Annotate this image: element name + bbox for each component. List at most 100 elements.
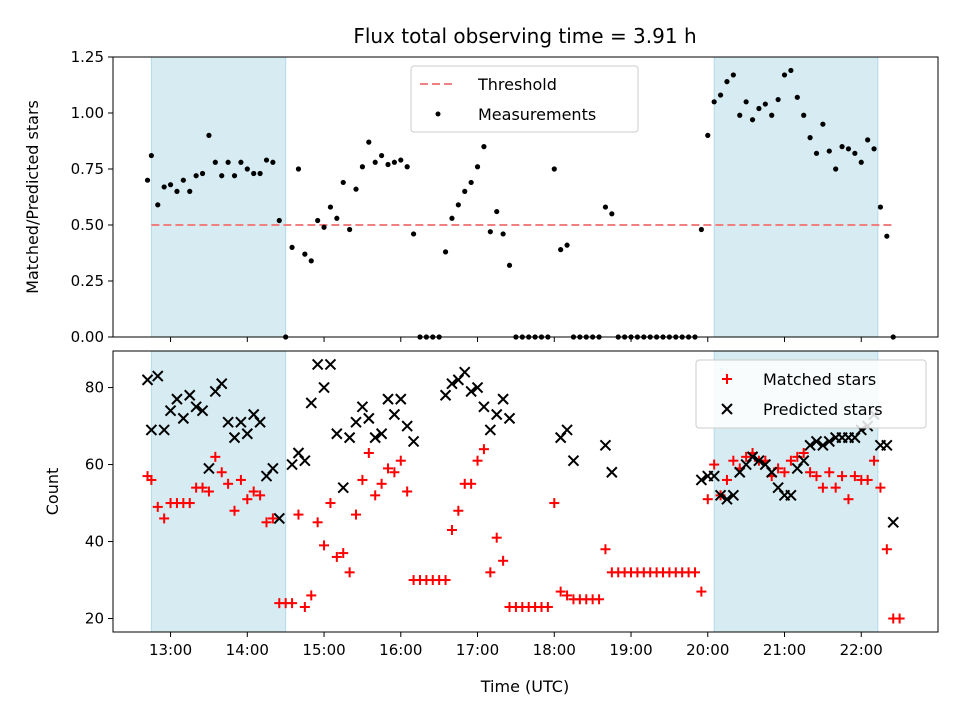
matched-star-point: [472, 455, 483, 466]
predicted-star-point: [267, 462, 279, 475]
measurement-point: [193, 173, 199, 179]
measurement-point: [506, 262, 513, 268]
measurement-point: [321, 224, 327, 230]
predicted-star-point: [141, 374, 154, 386]
measurement-point: [251, 170, 257, 177]
predicted-star-point: [203, 462, 215, 475]
matched-star-point: [338, 548, 349, 559]
matched-star-point: [402, 486, 413, 497]
bottom-legend: Matched stars Predicted stars: [695, 359, 927, 429]
y-tick-label: 20: [85, 610, 104, 628]
measurement-point: [161, 184, 167, 190]
top-panel: 0.00 0.25 0.50 0.75 1.00 1.25 Matched/Predict…: [23, 48, 939, 346]
bottom-y-axis-label: Count: [43, 468, 62, 516]
matched-star-point: [344, 567, 355, 578]
x-tick-label: 19:00: [609, 641, 652, 659]
measurement-point: [749, 117, 756, 123]
matched-star-point: [689, 567, 700, 578]
matched-star-point: [549, 498, 560, 509]
matched-star-point: [389, 467, 400, 478]
predicted-star-point: [753, 454, 765, 467]
matched-star-point: [287, 598, 298, 609]
measurement-point: [609, 211, 615, 217]
matched-star-point: [383, 463, 393, 474]
measurement-point: [871, 146, 877, 152]
measurement-point: [788, 67, 794, 74]
matched-star-point: [223, 478, 234, 489]
measurement-point: [826, 148, 832, 154]
top-y-ticks: 0.00 0.25 0.50 0.75 1.00 1.25: [71, 48, 113, 346]
matched-star-point: [146, 474, 157, 485]
legend-matched-swatch: [722, 374, 732, 384]
matched-star-point: [306, 590, 317, 601]
measurement-point: [212, 159, 218, 165]
matched-star-point: [824, 467, 835, 478]
legend-predicted-marker: [721, 403, 733, 415]
measurement-point: [711, 99, 717, 105]
y-tick-label: 0.50: [71, 216, 104, 234]
predicted-star-point: [887, 516, 899, 529]
measurement-point: [468, 179, 474, 186]
measurement-point: [379, 152, 385, 159]
measurement-point: [762, 101, 768, 107]
top-y-axis-label: Matched/Predicted stars: [23, 100, 42, 294]
matched-star-point: [811, 471, 822, 482]
matched-star-point: [216, 467, 227, 478]
matched-star-point: [696, 586, 707, 597]
measurement-point: [781, 72, 788, 78]
measurement-point: [698, 226, 704, 233]
measurement-point: [410, 231, 417, 237]
measurement-point: [327, 204, 334, 210]
matched-star-point: [319, 540, 330, 551]
matched-star-point: [779, 467, 790, 478]
matched-star-point: [261, 517, 272, 528]
measurement-point: [148, 152, 154, 159]
legend-measurements-swatch: [435, 111, 441, 117]
predicted-star-point: [797, 454, 810, 467]
measurement-point: [820, 121, 826, 127]
predicted-star-point: [145, 424, 158, 436]
predicted-star-point: [369, 431, 381, 444]
matched-star-point: [830, 482, 841, 493]
predicted-star-point: [222, 416, 234, 428]
measurement-point: [481, 144, 487, 150]
chart-title: Flux total observing time = 3.91 h: [353, 24, 696, 48]
measurement-point: [334, 215, 340, 221]
y-tick-label: 80: [85, 379, 104, 397]
predicted-star-point: [305, 397, 317, 409]
measurement-point: [359, 164, 366, 170]
y-tick-label: 0.25: [71, 272, 104, 290]
measurement-point: [775, 96, 781, 103]
measurement-point: [244, 166, 250, 172]
predicted-star-point: [721, 493, 733, 505]
shaded-interval: [713, 56, 879, 338]
measurement-point: [801, 112, 807, 118]
measurement-point: [289, 244, 295, 250]
top-legend-box: [410, 65, 639, 133]
matched-star-point: [741, 451, 752, 462]
measurement-point: [455, 202, 461, 208]
predicted-star-point: [395, 393, 407, 405]
predicted-star-point: [299, 454, 311, 467]
matched-star-point: [331, 551, 342, 562]
matched-star-point: [862, 474, 873, 485]
matched-star-point: [881, 544, 892, 555]
matched-star-point: [197, 482, 208, 493]
matched-star-point: [594, 594, 605, 605]
bottom-x-ticks: 13:00 14:00 15:00 16:00 17:00 18:00 19:00 20:00…: [149, 632, 883, 659]
measurement-point: [852, 150, 858, 156]
matched-star-point: [478, 444, 489, 455]
matched-star-point: [843, 494, 854, 505]
x-tick-label: 18:00: [533, 641, 576, 659]
measurement-point: [865, 137, 871, 143]
predicted-star-point: [881, 439, 893, 452]
measurement-point: [353, 186, 359, 192]
y-tick-label: 1.25: [71, 48, 104, 66]
y-tick-label: 40: [85, 533, 104, 551]
matched-star-point: [453, 505, 464, 516]
predicted-star-point: [708, 470, 720, 482]
legend-predicted-swatch: [721, 403, 733, 415]
shaded-interval: [150, 350, 287, 633]
